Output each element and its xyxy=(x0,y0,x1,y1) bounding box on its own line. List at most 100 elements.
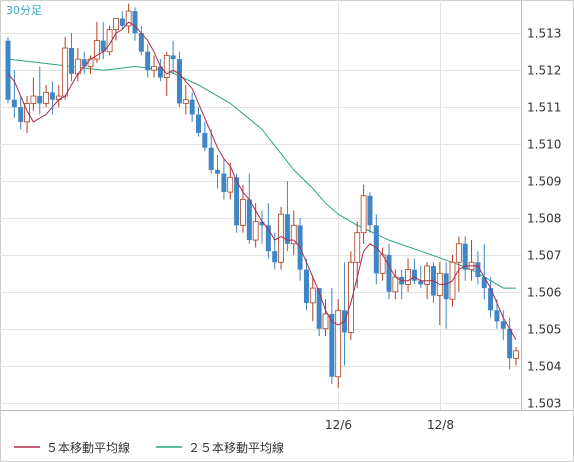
candle xyxy=(418,265,424,289)
candle xyxy=(265,203,271,259)
candle-body xyxy=(81,59,87,67)
candle-body xyxy=(62,47,69,97)
candle-body xyxy=(443,273,449,300)
candle-body xyxy=(182,99,189,104)
candle-body xyxy=(347,261,354,333)
candle xyxy=(49,81,55,115)
candle-body xyxy=(418,280,424,285)
candle-body xyxy=(386,254,392,292)
candle-body xyxy=(24,103,30,123)
x-tick-label: 12/6 xyxy=(325,418,352,432)
candle xyxy=(227,162,234,200)
candle-body xyxy=(240,199,246,226)
y-tick-label: 1.510 xyxy=(527,138,561,152)
candle-body xyxy=(189,99,195,115)
candle-body xyxy=(221,173,227,193)
candle xyxy=(513,347,519,366)
candle-body xyxy=(494,310,500,322)
candle xyxy=(303,258,309,311)
candle-body xyxy=(405,269,411,285)
candle-body xyxy=(354,232,361,263)
candle xyxy=(176,51,182,108)
candle-body xyxy=(69,48,74,74)
candle xyxy=(221,158,227,200)
candle-body xyxy=(322,313,329,330)
candle-body xyxy=(265,225,271,252)
candle xyxy=(208,129,214,174)
y-tick-label: 1.507 xyxy=(527,249,561,263)
candle-body xyxy=(488,288,494,311)
candle xyxy=(138,25,144,56)
candle xyxy=(157,59,163,82)
candle-body xyxy=(513,350,519,359)
candle-body xyxy=(259,221,265,226)
candle-body xyxy=(227,176,234,193)
candle xyxy=(272,232,278,270)
y-tick-label: 1.505 xyxy=(527,323,561,337)
x-axis-ticks: 12/6 12/8 xyxy=(325,418,454,432)
candle-body xyxy=(87,58,94,67)
candle xyxy=(329,288,335,385)
candle xyxy=(43,84,49,108)
candle-body xyxy=(500,321,506,329)
candle-body xyxy=(367,195,373,226)
candle-body xyxy=(125,10,132,27)
y-tick-label: 1.508 xyxy=(527,212,561,226)
candle xyxy=(443,262,449,329)
candle xyxy=(411,258,417,285)
candle xyxy=(215,155,221,189)
candle-body xyxy=(462,243,468,270)
candle xyxy=(24,96,30,133)
candle xyxy=(30,77,37,111)
candle-body xyxy=(507,328,513,359)
candle xyxy=(290,210,297,255)
y-tick-label: 1.512 xyxy=(527,64,561,78)
candle-body xyxy=(360,195,367,234)
ma5-series xyxy=(7,21,517,341)
candle xyxy=(462,236,468,281)
candle-body xyxy=(309,287,316,304)
candle xyxy=(202,121,208,152)
candle xyxy=(455,236,462,292)
candle-body xyxy=(234,177,240,226)
candle xyxy=(125,3,132,34)
candle-body xyxy=(170,55,176,60)
candle xyxy=(405,258,411,292)
y-tick-label: 1.509 xyxy=(527,175,561,189)
candle xyxy=(145,44,151,78)
candle-body xyxy=(373,225,379,274)
candle xyxy=(322,299,329,337)
candle xyxy=(94,22,100,63)
candle xyxy=(246,173,252,244)
candle-body xyxy=(100,40,106,52)
candle-body xyxy=(43,91,49,104)
candle xyxy=(316,288,322,337)
candle-body xyxy=(481,277,487,289)
candle-body xyxy=(157,66,163,78)
candle-body xyxy=(284,214,290,244)
candle xyxy=(11,70,17,119)
candle-body xyxy=(303,269,309,303)
candle-body xyxy=(11,99,17,108)
y-axis-ticks: 1.513 1.512 1.511 1.510 1.509 1.508 1.507 1.506… xyxy=(527,27,561,411)
candle xyxy=(367,192,373,233)
candle-body xyxy=(138,33,144,52)
candle xyxy=(278,206,284,270)
candle xyxy=(182,84,189,115)
candle xyxy=(259,210,265,244)
candle-body xyxy=(455,243,462,263)
candle-body xyxy=(208,147,214,170)
candle-body xyxy=(163,55,170,78)
candle xyxy=(234,173,240,233)
candle xyxy=(360,184,367,244)
candle xyxy=(189,92,195,122)
candle-body xyxy=(329,313,335,377)
candle-body xyxy=(278,213,284,263)
candle xyxy=(284,180,290,252)
candle-body xyxy=(475,262,481,278)
candle xyxy=(481,243,487,300)
candle-body xyxy=(392,276,399,293)
candle xyxy=(196,107,201,137)
candle-body xyxy=(196,114,201,133)
